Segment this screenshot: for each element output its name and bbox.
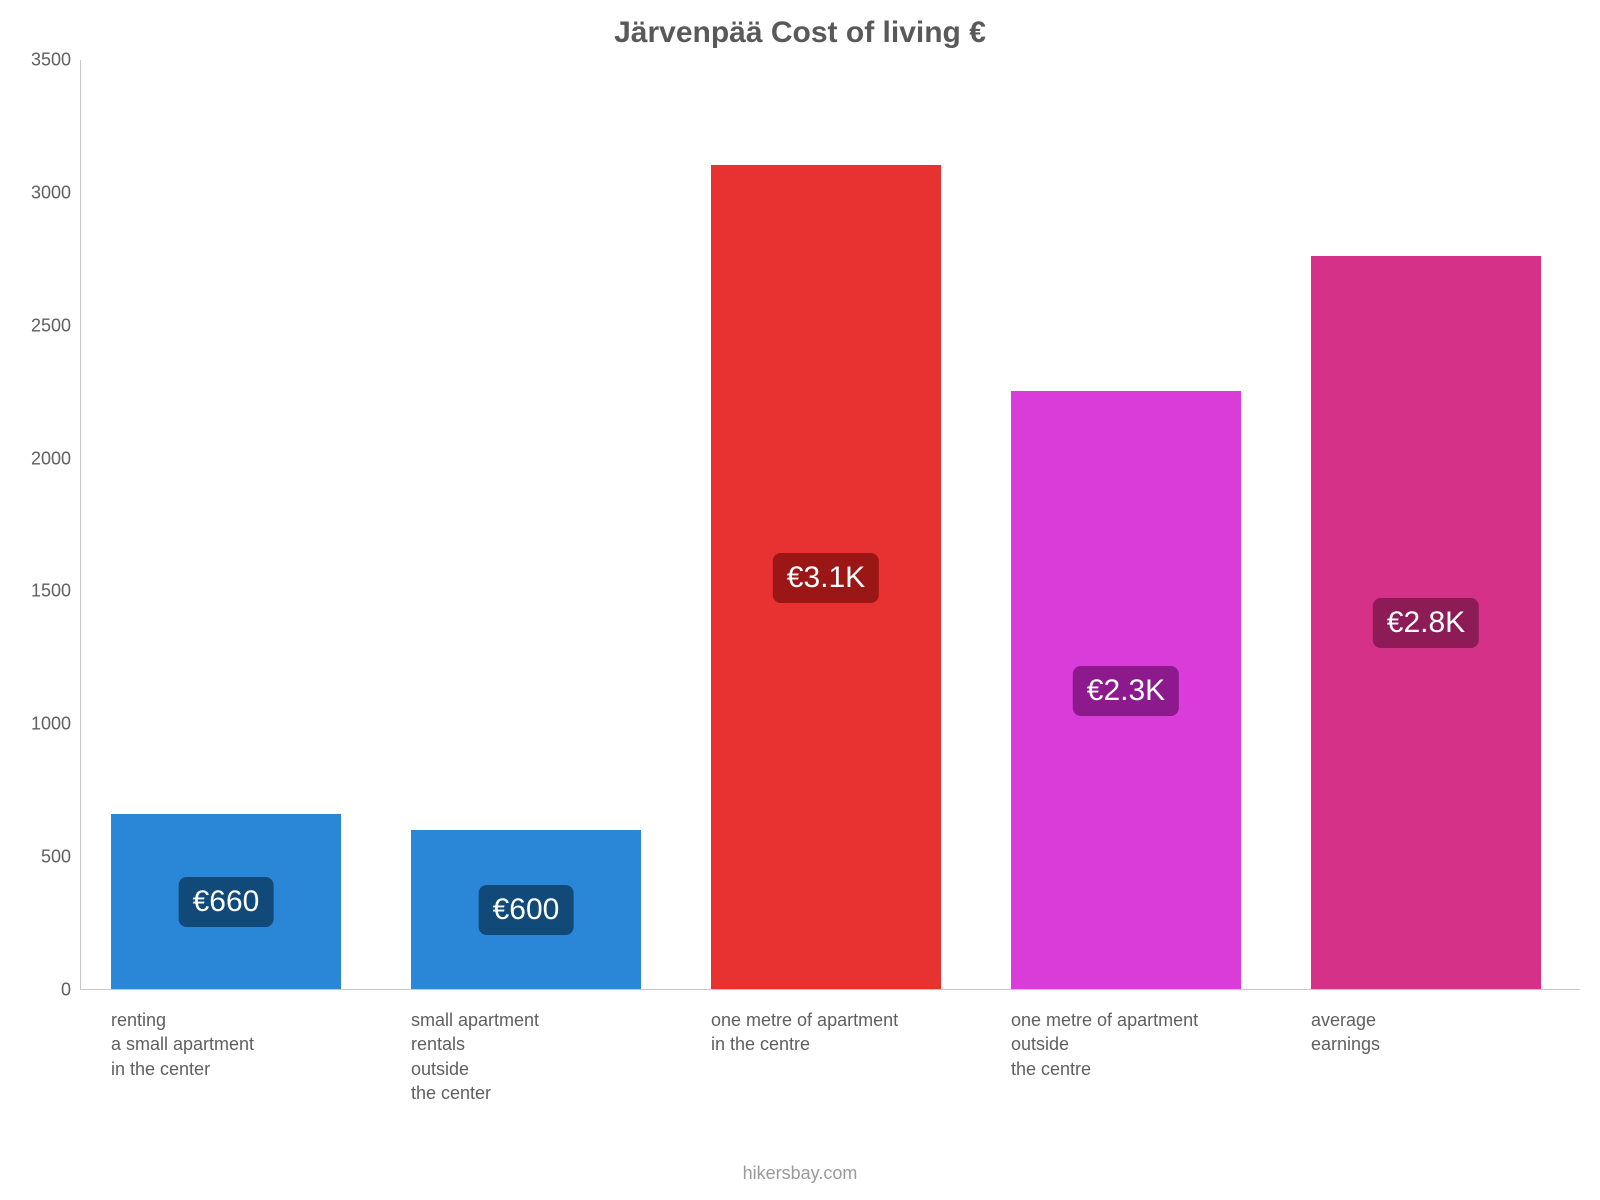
x-category-label: average earnings	[1311, 1008, 1380, 1057]
y-tick: 500	[11, 847, 71, 868]
y-tick: 2000	[11, 448, 71, 469]
attribution: hikersbay.com	[0, 1163, 1600, 1184]
bar-value-label: €3.1K	[773, 553, 879, 603]
bar-value-label: €660	[179, 877, 274, 927]
x-category-label: one metre of apartment outside the centr…	[1011, 1008, 1198, 1081]
plot-area: 0500100015002000250030003500€660renting …	[80, 60, 1580, 990]
bar-value-label: €2.8K	[1373, 598, 1479, 648]
y-tick: 2500	[11, 315, 71, 336]
bar-value-label: €2.3K	[1073, 666, 1179, 716]
cost-of-living-chart: Järvenpää Cost of living € 0500100015002…	[0, 0, 1600, 1200]
y-tick: 3500	[11, 50, 71, 71]
y-tick: 1000	[11, 714, 71, 735]
y-tick: 1500	[11, 581, 71, 602]
chart-title: Järvenpää Cost of living €	[0, 16, 1600, 50]
y-tick: 0	[11, 980, 71, 1001]
x-category-label: one metre of apartment in the centre	[711, 1008, 898, 1057]
y-tick: 3000	[11, 182, 71, 203]
bar-value-label: €600	[479, 885, 574, 935]
x-category-label: small apartment rentals outside the cent…	[411, 1008, 539, 1105]
x-category-label: renting a small apartment in the center	[111, 1008, 254, 1081]
